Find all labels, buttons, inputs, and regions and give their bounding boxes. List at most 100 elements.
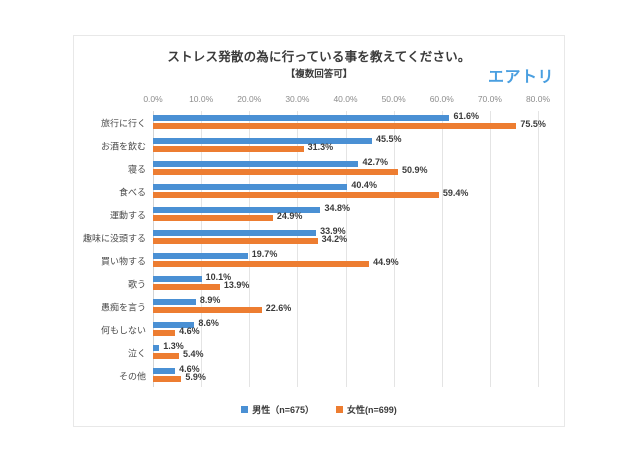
bar-male xyxy=(153,115,450,121)
chart-container: ストレス発散の為に行っている事を教えてください。 【複数回答可】 エアトリ 0.… xyxy=(73,35,565,427)
gridline-50 xyxy=(393,111,395,387)
category-label: 歌う xyxy=(127,279,146,289)
bar-female xyxy=(153,192,439,198)
bar-value-label: 1.3% xyxy=(163,341,184,351)
bar-value-label: 13.9% xyxy=(223,280,250,290)
bar-female xyxy=(153,353,179,359)
bar-female xyxy=(153,330,176,336)
bar-female xyxy=(153,376,182,382)
chart-row: 何もしない 8.6% 4.6% xyxy=(101,318,538,341)
chart-legend: 男性（n=675） 女性(n=699) xyxy=(74,403,564,416)
x-tick-label: 0.0% xyxy=(143,94,163,104)
chart-title: ストレス発散の為に行っている事を教えてください。 xyxy=(167,50,471,64)
bar-value-label: 34.8% xyxy=(324,203,350,213)
bar-value-label: 75.5% xyxy=(520,119,546,129)
chart-row: 運動する 34.8% 24.9% xyxy=(110,203,538,226)
bar-female xyxy=(153,146,304,152)
x-tick-label: 70.0% xyxy=(477,94,502,104)
bar-value-label: 19.7% xyxy=(251,249,278,259)
gridline-70 xyxy=(489,111,491,387)
gridline-30 xyxy=(297,111,299,387)
legend-swatch-icon xyxy=(241,406,249,413)
bar-male xyxy=(153,345,160,351)
bar-value-label: 8.9% xyxy=(199,295,221,305)
gridline-40 xyxy=(345,111,347,387)
category-label: その他 xyxy=(118,371,146,381)
bar-male xyxy=(153,253,248,259)
bar-value-label: 8.6% xyxy=(198,318,219,328)
brand-logo: エアトリ xyxy=(487,69,554,86)
bar-value-label: 31.3% xyxy=(307,142,334,152)
gridline-10 xyxy=(201,111,203,387)
bar-male xyxy=(153,230,317,236)
bar-value-label: 10.1% xyxy=(205,272,232,282)
chart-row: 買い物する 19.7% 44.9% xyxy=(101,249,538,272)
chart-row: 趣味に没頭する 33.9% 34.2% xyxy=(83,226,538,249)
legend-item[interactable]: 男性（n=675） xyxy=(241,403,314,416)
chart-row: お酒を飲む 45.5% 31.3% xyxy=(101,134,538,157)
x-tick-label: 20.0% xyxy=(237,94,262,104)
chart-row: 旅行に行く 61.6% 75.5% xyxy=(101,111,546,134)
gridline-80 xyxy=(538,111,539,387)
x-tick-label: 50.0% xyxy=(381,94,406,104)
bar-female xyxy=(153,261,370,267)
legend-label: 男性（n=675） xyxy=(252,405,314,415)
bar-male xyxy=(153,276,202,282)
bar-female xyxy=(153,215,273,221)
bar-value-label: 4.6% xyxy=(179,364,200,374)
category-label: 運動する xyxy=(109,210,146,220)
bar-male xyxy=(153,184,348,190)
plot-area: 0.0% 10.0% 20.0% 30.0% 40.0% 50.0% 60.0% 70.0% 8… xyxy=(83,94,550,387)
bar-value-label: 61.6% xyxy=(453,111,479,121)
chart-row: 歌う 10.1% 13.9% xyxy=(128,272,538,295)
bar-female xyxy=(153,123,517,129)
bar-female xyxy=(153,307,262,313)
legend-label: 女性(n=699) xyxy=(347,405,397,415)
category-label: 食べる xyxy=(118,187,146,197)
bar-value-label: 4.6% xyxy=(179,326,200,336)
bar-value-label: 24.9% xyxy=(276,211,303,221)
bar-rows: 旅行に行く 61.6% 75.5% お酒を飲む 45.5% 31.3% 寝る 42.7% 50.… xyxy=(83,111,546,387)
x-tick-label: 10.0% xyxy=(189,94,214,104)
bar-value-label: 59.4% xyxy=(442,188,469,198)
gridline-0 xyxy=(153,111,154,387)
chart-row: 愚痴を言う 8.9% 22.6% xyxy=(101,295,538,318)
bar-value-label: 50.9% xyxy=(401,165,428,175)
category-label: 何もしない xyxy=(100,325,146,335)
bar-value-label: 45.5% xyxy=(375,134,402,144)
bar-value-label: 33.9% xyxy=(320,226,346,236)
bar-value-label: 5.9% xyxy=(185,372,206,382)
bar-value-label: 34.2% xyxy=(321,234,348,244)
bar-male xyxy=(153,138,372,144)
chart-row: 食べる 40.4% 59.4% xyxy=(119,180,538,203)
category-label: 買い物する xyxy=(100,256,146,266)
bar-female xyxy=(153,169,398,175)
bar-value-label: 5.4% xyxy=(182,349,204,359)
bar-male xyxy=(153,368,176,374)
chart-row: 寝る 42.7% 50.9% xyxy=(128,157,538,180)
bar-female xyxy=(153,284,220,290)
bar-male xyxy=(153,207,321,213)
x-tick-label: 30.0% xyxy=(285,94,310,104)
bar-value-label: 22.6% xyxy=(265,303,292,313)
chart-row: 泣く 1.3% 5.4% xyxy=(128,341,538,364)
category-label: 愚痴を言う xyxy=(100,302,146,312)
category-label: 趣味に没頭する xyxy=(82,233,146,243)
chart-row: その他 4.6% 5.9% xyxy=(119,364,538,387)
bar-value-label: 40.4% xyxy=(351,180,377,190)
category-label: 寝る xyxy=(127,164,146,174)
bar-male xyxy=(153,322,195,328)
chart-subtitle: 【複数回答可】 xyxy=(285,69,353,80)
x-tick-label: 60.0% xyxy=(429,94,454,104)
bar-female xyxy=(153,238,318,244)
legend-item[interactable]: 女性(n=699) xyxy=(336,403,397,416)
bar-value-label: 42.7% xyxy=(362,157,389,167)
bar-male xyxy=(153,299,196,305)
x-tick-label: 40.0% xyxy=(333,94,358,104)
bar-value-label: 44.9% xyxy=(373,257,399,267)
category-label: 旅行に行く xyxy=(100,118,146,128)
legend-swatch-icon xyxy=(336,406,343,413)
category-label: お酒を飲む xyxy=(100,141,146,151)
x-tick-label: 80.0% xyxy=(525,94,551,104)
category-label: 泣く xyxy=(127,348,146,358)
